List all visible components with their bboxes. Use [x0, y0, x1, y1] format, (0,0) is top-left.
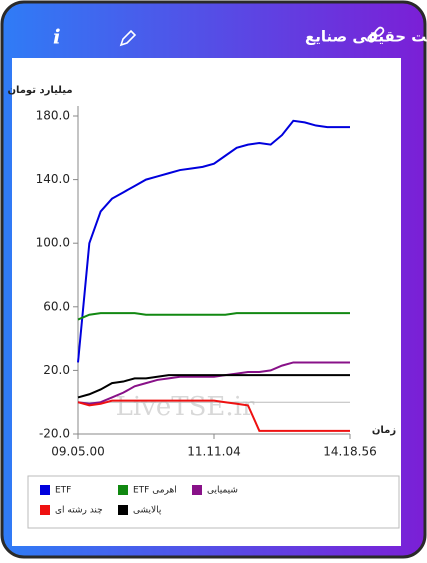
- link-icon[interactable]: [367, 26, 385, 43]
- y-axis-label: میلیارد تومان: [7, 85, 72, 96]
- y-tick-label: 140.0: [36, 172, 70, 186]
- legend-swatch: [118, 485, 128, 495]
- watermark: LiveTSE.ir: [116, 392, 255, 422]
- x-tick-label: 09.05.00: [51, 445, 104, 459]
- legend-label: ETF اهرمی: [133, 486, 177, 496]
- series-line: [77, 399, 350, 432]
- x-axis-label: زمان: [372, 425, 396, 436]
- x-tick-label: 11.11.04: [187, 445, 240, 459]
- series-line: [77, 119, 350, 363]
- legend-swatch: [40, 505, 50, 515]
- panel: [12, 58, 401, 546]
- legend-label: چند رشته ای: [55, 506, 103, 516]
- y-tick-label: 100.0: [36, 236, 70, 250]
- info-icon[interactable]: i: [53, 25, 61, 49]
- y-tick-label: 180.0: [36, 109, 70, 123]
- y-tick-label: -20.0: [39, 427, 70, 441]
- edit-icon[interactable]: [119, 29, 137, 47]
- legend-label: پالایشی: [133, 506, 162, 516]
- series-line: [77, 361, 350, 405]
- legend-box: [27, 475, 400, 529]
- legend-swatch: [192, 485, 202, 495]
- legend-swatch: [40, 485, 50, 495]
- x-tick-label: 14.18.56: [323, 445, 376, 459]
- y-tick-label: 20.0: [43, 363, 70, 377]
- series-line: [77, 374, 350, 399]
- legend-swatch: [118, 505, 128, 515]
- legend-label: ETF: [55, 486, 71, 496]
- legend-label: شیمیایی: [207, 486, 238, 496]
- series-line: [77, 312, 350, 321]
- y-tick-label: 60.0: [43, 299, 70, 313]
